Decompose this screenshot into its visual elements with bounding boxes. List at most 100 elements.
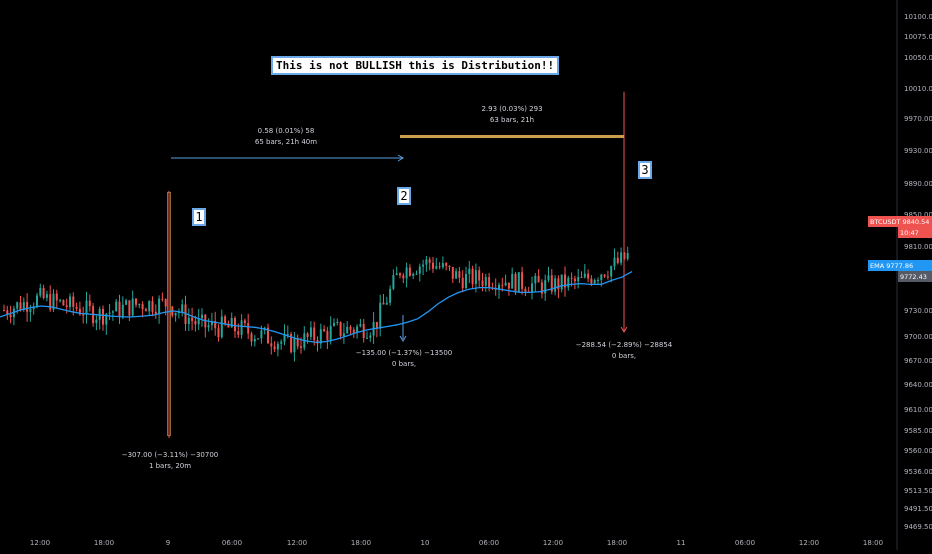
measure-arrow-5 bbox=[620, 326, 628, 333]
candle-body bbox=[488, 277, 491, 288]
candle-body bbox=[121, 304, 124, 317]
candle-body bbox=[448, 265, 451, 268]
candle-body bbox=[273, 346, 276, 350]
y-tick-label: 9850.00 bbox=[904, 211, 932, 219]
price-label-symbol-bg bbox=[868, 216, 932, 227]
candle-body bbox=[227, 323, 230, 328]
candle-body bbox=[478, 270, 481, 281]
candle-body bbox=[564, 274, 566, 288]
ema-line bbox=[0, 271, 633, 344]
candle-body bbox=[207, 325, 210, 328]
x-tick-label: 12:00 bbox=[799, 539, 819, 547]
candle-body bbox=[9, 314, 12, 318]
measure_2-line1: 0.58 (0.01%) 58 bbox=[258, 127, 315, 135]
measure_3-line1: 2.93 (0.03%) 293 bbox=[481, 105, 542, 113]
candle-body bbox=[415, 273, 418, 275]
y-tick-label: 9970.00 bbox=[904, 115, 932, 123]
candle-body bbox=[75, 306, 78, 309]
candle-body bbox=[504, 282, 507, 286]
overlays-layer bbox=[171, 135, 628, 342]
candle-body bbox=[138, 304, 141, 306]
marker-1[interactable]: 1 bbox=[192, 208, 206, 226]
candle-body bbox=[441, 263, 444, 268]
candle-body bbox=[78, 308, 81, 315]
candle-body bbox=[606, 276, 609, 278]
candle-body bbox=[98, 308, 101, 320]
candle-body bbox=[540, 282, 543, 294]
candle-body bbox=[22, 302, 25, 311]
candle-body bbox=[16, 302, 19, 309]
candle-body bbox=[531, 283, 533, 293]
candle-body bbox=[583, 273, 586, 278]
candle-body bbox=[435, 266, 438, 269]
marker-3[interactable]: 3 bbox=[638, 161, 652, 179]
marker-2[interactable]: 2 bbox=[397, 187, 411, 205]
candle-body bbox=[39, 287, 42, 296]
candle-body bbox=[220, 316, 223, 338]
candle-body bbox=[524, 288, 527, 292]
candle-body bbox=[593, 280, 596, 284]
candle-body bbox=[399, 273, 401, 276]
candle-body bbox=[187, 317, 190, 324]
candle-body bbox=[49, 294, 52, 310]
candle-body bbox=[115, 301, 118, 312]
candle-body bbox=[514, 273, 517, 293]
price-label-last-bg bbox=[898, 271, 932, 282]
candle-body bbox=[346, 326, 349, 334]
candle-body bbox=[544, 280, 547, 294]
candle-body bbox=[161, 298, 164, 300]
price-label-ema-bg bbox=[868, 260, 932, 271]
candle-body bbox=[451, 267, 454, 279]
candle-body bbox=[445, 263, 448, 266]
x-tick-label: 12:00 bbox=[543, 539, 563, 547]
candle-body bbox=[59, 300, 62, 302]
candle-body bbox=[217, 328, 220, 338]
candle-body bbox=[521, 272, 524, 289]
price-label-ema: EMA 9777.86 bbox=[870, 262, 913, 270]
candle-body bbox=[131, 298, 134, 316]
price-labels: BTCUSDT 9840.54 10:47 EMA 9777.86 9772.43 bbox=[868, 216, 932, 282]
candle-body bbox=[379, 302, 382, 329]
candle-body bbox=[438, 266, 441, 268]
candle-body bbox=[392, 275, 395, 289]
x-tick-label: 18:00 bbox=[351, 539, 371, 547]
x-tick-label: 18:00 bbox=[863, 539, 883, 547]
candle-body bbox=[342, 333, 345, 337]
candle-body bbox=[534, 275, 537, 284]
candle-body bbox=[144, 309, 147, 312]
candle-body bbox=[250, 333, 253, 342]
candle-body bbox=[19, 302, 22, 311]
candle-body bbox=[326, 331, 329, 341]
candle-body bbox=[425, 259, 428, 265]
candle-body bbox=[471, 268, 474, 285]
y-tick-label: 9640.00 bbox=[904, 381, 932, 389]
candle-body bbox=[550, 275, 553, 292]
measure_5-line2: 0 bars, bbox=[612, 352, 636, 360]
candle-body bbox=[105, 313, 108, 325]
candle-body bbox=[32, 306, 35, 310]
title-callout[interactable]: This is not BULLISH this is Distribution… bbox=[271, 56, 560, 75]
x-tick-label: 12:00 bbox=[287, 539, 307, 547]
candle-body bbox=[306, 333, 309, 337]
orange-range-line bbox=[400, 135, 624, 138]
price-label-symbol: BTCUSDT 9840.54 bbox=[870, 218, 929, 226]
candle-body bbox=[177, 312, 180, 314]
candle-body bbox=[587, 273, 590, 279]
candle-body bbox=[135, 298, 137, 305]
y-tick-label: 9670.00 bbox=[904, 357, 932, 365]
candle-body bbox=[85, 300, 88, 315]
candle-body bbox=[567, 277, 570, 288]
y-tick-label: 10050.00 bbox=[904, 54, 932, 62]
candle-body bbox=[247, 323, 250, 334]
y-tick-label: 9585.00 bbox=[904, 427, 932, 435]
y-tick-label: 9810.00 bbox=[904, 243, 932, 251]
candle-body bbox=[339, 321, 342, 337]
candle-body bbox=[385, 302, 388, 305]
candle-body bbox=[603, 274, 606, 277]
candle-body bbox=[148, 301, 151, 312]
candle-body bbox=[125, 300, 128, 305]
candle-body bbox=[197, 318, 200, 325]
candle-body bbox=[253, 339, 256, 342]
candle-body bbox=[484, 277, 487, 286]
